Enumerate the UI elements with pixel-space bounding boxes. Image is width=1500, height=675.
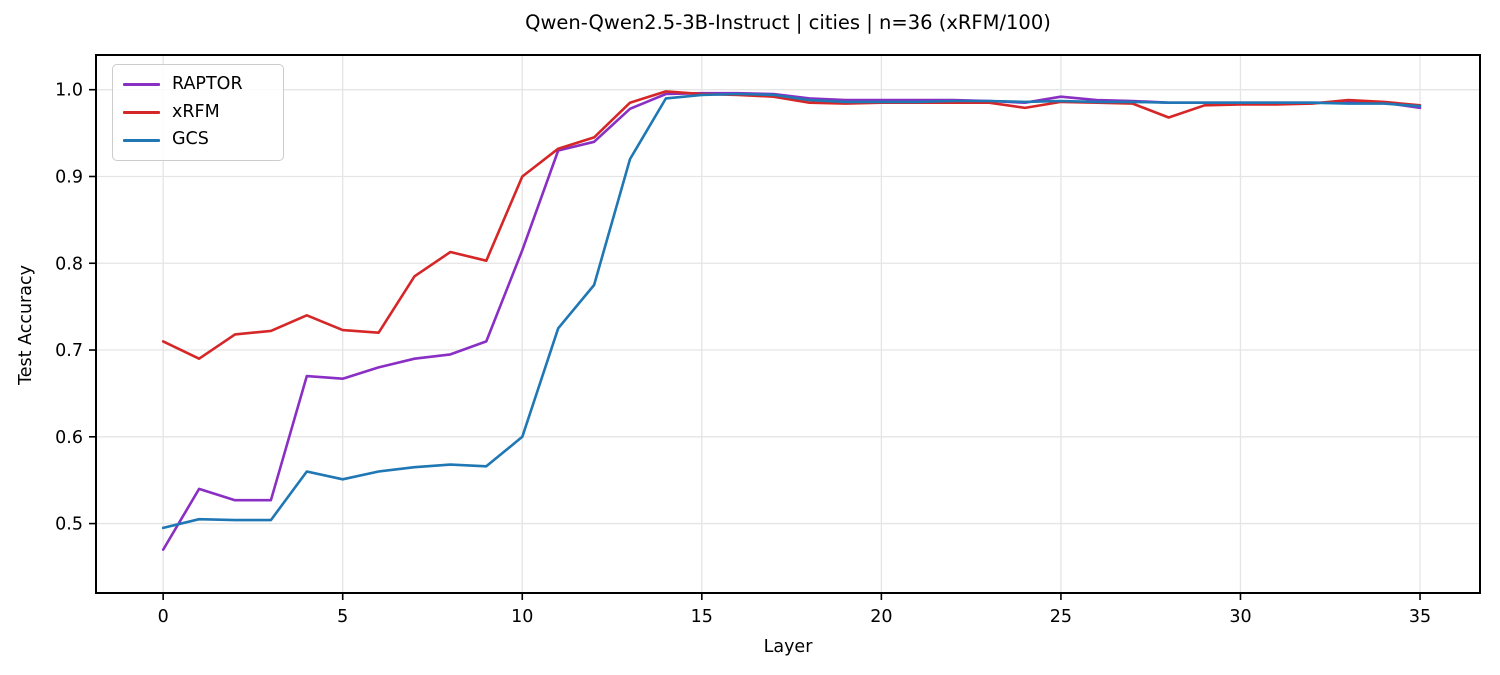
x-tick-label: 15 <box>691 607 713 627</box>
y-tick-label: 1.0 <box>55 81 83 101</box>
x-tick-label: 25 <box>1050 607 1072 627</box>
series-line-GCS <box>161 92 1422 530</box>
legend: RAPTOR xRFM GCS <box>112 64 284 161</box>
x-tick-label: 5 <box>337 607 348 627</box>
axis-ticks <box>89 88 1421 600</box>
series-line-xRFM <box>161 90 1422 361</box>
legend-label-raptor: RAPTOR <box>172 74 243 95</box>
y-tick-label: 0.9 <box>55 167 83 187</box>
y-axis-label: Test Accuracy <box>16 265 36 385</box>
gridlines <box>96 55 1480 593</box>
y-tick-label: 0.8 <box>55 254 83 274</box>
legend-swatch-xrfm <box>123 110 160 115</box>
legend-swatch-raptor <box>123 83 160 87</box>
axes-frame <box>95 54 1481 594</box>
axis-tick-labels: 0 5 10 15 20 25 30 35 0.5 0.6 0.7 0.8 0.9 1.0 <box>55 81 1431 627</box>
x-tick-label: 30 <box>1229 607 1251 627</box>
y-tick-label: 0.5 <box>55 515 83 535</box>
x-tick-label: 10 <box>511 607 533 627</box>
x-axis-label: Layer <box>763 637 813 657</box>
legend-item-gcs: GCS <box>123 131 273 149</box>
plot-frame <box>95 54 1481 594</box>
series-line-RAPTOR <box>161 91 1422 551</box>
legend-label-gcs: GCS <box>172 129 209 150</box>
x-tick-label: 20 <box>870 607 892 627</box>
legend-item-xrfm: xRFM <box>123 101 273 122</box>
y-tick-label: 0.7 <box>55 341 83 361</box>
y-tick-label: 0.6 <box>55 428 83 448</box>
legend-swatch-gcs <box>123 138 160 142</box>
series-lines <box>161 90 1422 551</box>
x-tick-label: 35 <box>1409 607 1431 627</box>
x-tick-label: 0 <box>158 607 169 627</box>
chart-title: Qwen-Qwen2.5-3B-Instruct | cities | n=36… <box>525 11 1051 34</box>
legend-label-xrfm: xRFM <box>172 101 220 122</box>
legend-item-raptor: RAPTOR <box>123 76 273 94</box>
